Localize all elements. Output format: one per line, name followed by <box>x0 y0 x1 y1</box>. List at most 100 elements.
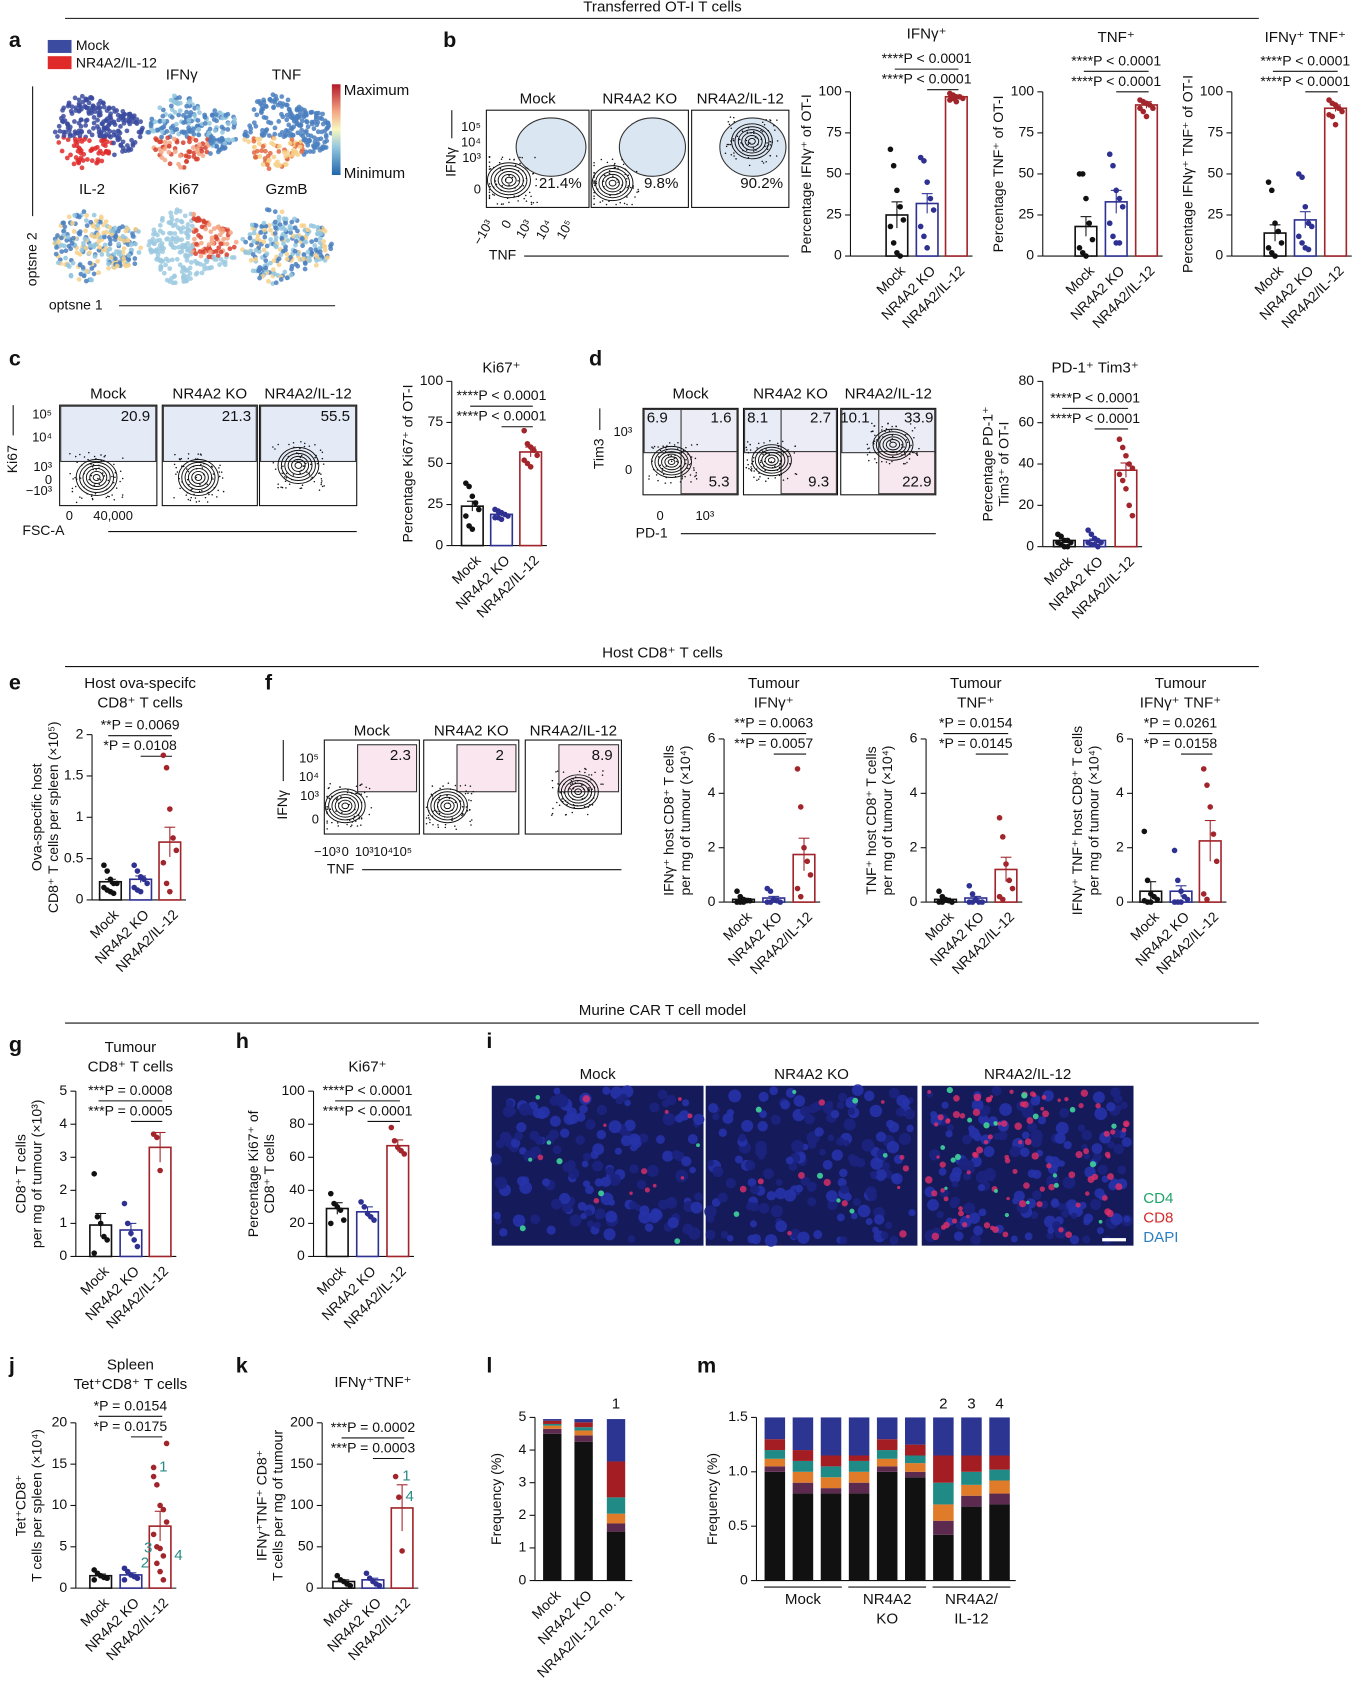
flow-event <box>370 807 373 809</box>
data-point <box>144 880 150 887</box>
flow-event <box>559 792 561 794</box>
nucleus <box>807 1197 817 1207</box>
y-tick-label: 0.5 <box>728 1517 748 1533</box>
tsne-cell <box>247 235 253 241</box>
stack-segment <box>792 1417 814 1451</box>
flow-contour <box>181 461 216 494</box>
tsne-cell <box>276 149 282 154</box>
flow-contour <box>280 449 316 481</box>
cd8-cell <box>939 1161 946 1168</box>
flow-contour <box>767 457 776 464</box>
flow-event <box>881 425 883 428</box>
nucleus <box>880 1231 889 1240</box>
nucleus <box>1083 1213 1094 1224</box>
flow-event <box>602 180 605 182</box>
gate-percent: 90.2% <box>740 175 783 192</box>
flow-event <box>753 470 755 472</box>
flow-event <box>903 446 905 448</box>
panel-letter: g <box>9 1031 22 1056</box>
flow-event <box>107 479 110 482</box>
tsne-cell <box>299 118 305 124</box>
tsne-cell <box>301 252 307 257</box>
tsne-cell <box>248 257 254 263</box>
cd4-cell <box>836 1198 841 1203</box>
flow-event <box>626 196 628 198</box>
panel-letter: e <box>9 670 21 695</box>
nucleus <box>852 1198 861 1207</box>
tsne-cell <box>257 153 263 159</box>
tsne-cell <box>277 143 282 149</box>
cd8-cell <box>677 1097 682 1101</box>
flow-event <box>321 480 323 482</box>
data-point <box>327 1190 334 1197</box>
flow-y-tick: 0 <box>625 462 632 477</box>
flow-event <box>733 116 735 119</box>
tsne-cell <box>106 265 111 271</box>
flow-event <box>759 461 762 464</box>
tsne-cell <box>221 236 227 242</box>
tsne-cell <box>217 262 222 268</box>
bar <box>1114 469 1138 548</box>
y-tick-label: 50 <box>826 165 842 181</box>
nucleus <box>580 1212 588 1220</box>
nucleus <box>847 1153 856 1162</box>
stack-segment <box>933 1455 954 1483</box>
nucleus <box>1050 1199 1060 1208</box>
flow-contour <box>889 441 897 448</box>
flow-event <box>532 172 535 175</box>
tsne-cell <box>155 127 161 133</box>
nucleus <box>896 1094 909 1107</box>
tsne-cell <box>88 277 94 282</box>
tsne-cell <box>197 249 203 254</box>
tsne-cell <box>132 256 138 261</box>
group-label: NR4A2/ <box>945 1591 999 1608</box>
flow-event <box>761 160 763 163</box>
flow-y-tick: 10⁵ <box>299 750 319 765</box>
y-tick-label: 6 <box>1116 730 1124 746</box>
flow-event <box>873 425 875 427</box>
cd8-cell <box>925 1176 933 1184</box>
y-tick-label: 75 <box>1019 124 1035 140</box>
nucleus <box>759 1110 767 1119</box>
data-point <box>1207 804 1214 810</box>
group-label: IL-12 <box>954 1610 988 1627</box>
cd8-cell <box>899 1230 907 1238</box>
flow-event <box>782 479 785 481</box>
nucleus <box>1112 1087 1121 1096</box>
data-point <box>1200 766 1207 772</box>
panel-letter: l <box>486 1352 492 1377</box>
tsne-cell <box>193 228 199 233</box>
tsne-cell <box>160 249 165 255</box>
nucleus <box>839 1184 850 1194</box>
tsne-cell <box>162 139 168 145</box>
tsne-cell <box>280 248 286 254</box>
tsne-cell <box>286 122 292 128</box>
tsne-cell <box>140 125 145 131</box>
nucleus <box>758 1202 770 1214</box>
cd4-cell <box>546 1140 552 1145</box>
tsne-cell <box>289 266 294 272</box>
nucleus <box>608 1173 622 1186</box>
stack-segment <box>574 1427 593 1431</box>
flow-y-tick: 10³ <box>613 424 632 439</box>
tsne-cell <box>242 137 248 142</box>
tsne-cell <box>329 241 334 247</box>
tsne-cell <box>86 129 92 135</box>
nucleus <box>629 1164 639 1174</box>
flow-contour <box>443 802 452 810</box>
tsne-cell <box>151 231 156 237</box>
cd8-cell <box>1042 1110 1050 1118</box>
flow-event <box>528 191 531 194</box>
nucleus <box>750 1185 760 1195</box>
flow-event <box>216 496 218 498</box>
flow-event <box>909 423 912 425</box>
nucleus <box>495 1217 502 1225</box>
data-point <box>476 506 482 513</box>
flow-event <box>508 184 510 186</box>
flow-event <box>508 201 510 204</box>
flow-event <box>429 819 431 821</box>
tsne-cell <box>55 260 61 266</box>
tsne-map <box>146 207 239 286</box>
flow-event <box>626 178 628 180</box>
tsne-marker: IL-2 <box>79 181 105 198</box>
